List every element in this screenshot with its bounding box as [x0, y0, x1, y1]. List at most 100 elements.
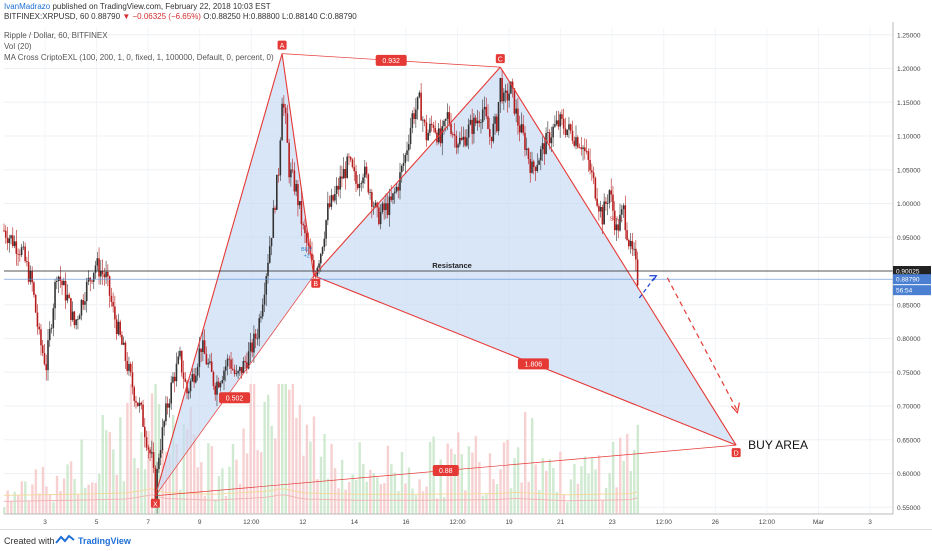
candle-body	[56, 280, 58, 282]
candle-body	[443, 120, 445, 127]
candle-body	[327, 203, 329, 221]
candle-body	[353, 167, 356, 172]
resistance-price-tag	[893, 266, 931, 276]
volume-bar	[224, 495, 228, 514]
volume-bar	[516, 447, 520, 514]
volume-bar	[193, 434, 196, 514]
candle-body	[631, 240, 634, 250]
volume-bar	[291, 384, 295, 514]
time-tick-label: 12	[299, 519, 307, 526]
candle-body	[263, 294, 266, 305]
candle-body	[457, 144, 459, 148]
volume-bar	[545, 470, 548, 514]
volume-bar	[179, 489, 182, 514]
candle-body	[330, 195, 333, 207]
candle-body	[545, 133, 547, 155]
candle-body	[388, 196, 391, 216]
candle-body	[418, 92, 421, 97]
candle-body	[277, 174, 280, 176]
candle-body	[261, 304, 264, 317]
volume-bar	[242, 428, 245, 514]
candle-body	[198, 348, 201, 368]
candle-body	[547, 132, 549, 134]
candle-body	[82, 299, 84, 305]
tradingview-brand[interactable]: TradingView	[78, 536, 131, 546]
volume-bar	[506, 439, 509, 514]
price-tick-label: 0.85000	[897, 302, 921, 309]
candle-body	[172, 376, 174, 383]
buy-area-label: BUY AREA	[748, 438, 808, 452]
publish-text: published on TradingView.com, February 2…	[52, 2, 271, 11]
volume-bar	[76, 494, 80, 514]
candle-body	[149, 449, 151, 454]
candle-body	[64, 280, 67, 301]
time-tick-label: 26	[712, 519, 720, 526]
candle-body	[184, 378, 187, 382]
candle-body	[152, 452, 155, 468]
candle-body	[360, 183, 363, 184]
author-link[interactable]: IvanMadrazo	[4, 2, 51, 11]
candle-body	[15, 241, 18, 254]
candle-body	[422, 119, 424, 121]
candle-body	[19, 254, 21, 256]
candle-body	[392, 193, 394, 200]
candle-body	[408, 144, 410, 151]
candle-body	[323, 238, 326, 248]
indicator-volume[interactable]: Vol (20)	[4, 42, 32, 51]
candle-body	[193, 374, 195, 383]
candle-body	[124, 342, 127, 361]
volume-bar	[633, 450, 636, 514]
candle-body	[195, 375, 197, 383]
candle-body	[91, 280, 93, 282]
candle-body	[481, 109, 484, 123]
candle-body	[128, 363, 130, 371]
candle-body	[494, 116, 496, 124]
candle-body	[126, 360, 128, 371]
candle-body	[550, 137, 553, 144]
candle-body	[290, 169, 292, 178]
candle-body	[107, 271, 109, 277]
candle-body	[61, 280, 63, 286]
volume-bar	[376, 477, 379, 514]
candle-body	[492, 123, 495, 142]
candle-body	[288, 142, 290, 178]
candle-body	[63, 280, 65, 286]
volume-bar	[622, 460, 625, 514]
candle-body	[548, 132, 551, 144]
point-label: C	[498, 57, 503, 64]
indicator-ma-cross[interactable]: MA Cross CriptoEXL (100, 200, 1, 0, fixe…	[4, 53, 274, 62]
candle-body	[341, 176, 343, 179]
candle-body	[314, 274, 317, 276]
chart-area[interactable]: Resistance X A B C D 0.932 0.502 1.806 0.88 BUY A…	[0, 0, 932, 529]
volume-bar	[573, 463, 576, 514]
volume-bar	[538, 489, 541, 514]
volume-bar	[499, 469, 502, 514]
indicator-title[interactable]: Ripple / Dollar, 60, BITFINEX	[4, 31, 108, 40]
candle-body	[402, 162, 405, 166]
candle-body	[372, 206, 375, 208]
candle-body	[441, 126, 444, 144]
volume-bar	[228, 466, 231, 514]
time-tick-label: 3	[868, 519, 872, 526]
volume-bar	[186, 428, 189, 514]
change-arrow-icon: ▼	[122, 12, 131, 21]
volume-bar	[147, 431, 150, 514]
buy-signal-label: BUY	[301, 247, 313, 253]
candle-body	[205, 353, 208, 365]
volume-bar	[80, 439, 83, 514]
volume-bar	[164, 451, 168, 514]
volume-bar	[597, 455, 601, 514]
volume-bar	[369, 469, 372, 514]
volume-bar	[478, 462, 481, 514]
candle-body	[103, 274, 106, 278]
volume-bar	[316, 478, 319, 514]
candle-body	[121, 334, 123, 345]
candle-body	[230, 359, 232, 369]
volume-bar	[263, 401, 266, 514]
volume-bar	[91, 482, 94, 514]
candle-body	[258, 318, 260, 339]
candle-body	[483, 106, 486, 110]
volume-bar	[583, 456, 587, 514]
volume-bar	[17, 495, 20, 514]
candle-body	[371, 192, 373, 207]
